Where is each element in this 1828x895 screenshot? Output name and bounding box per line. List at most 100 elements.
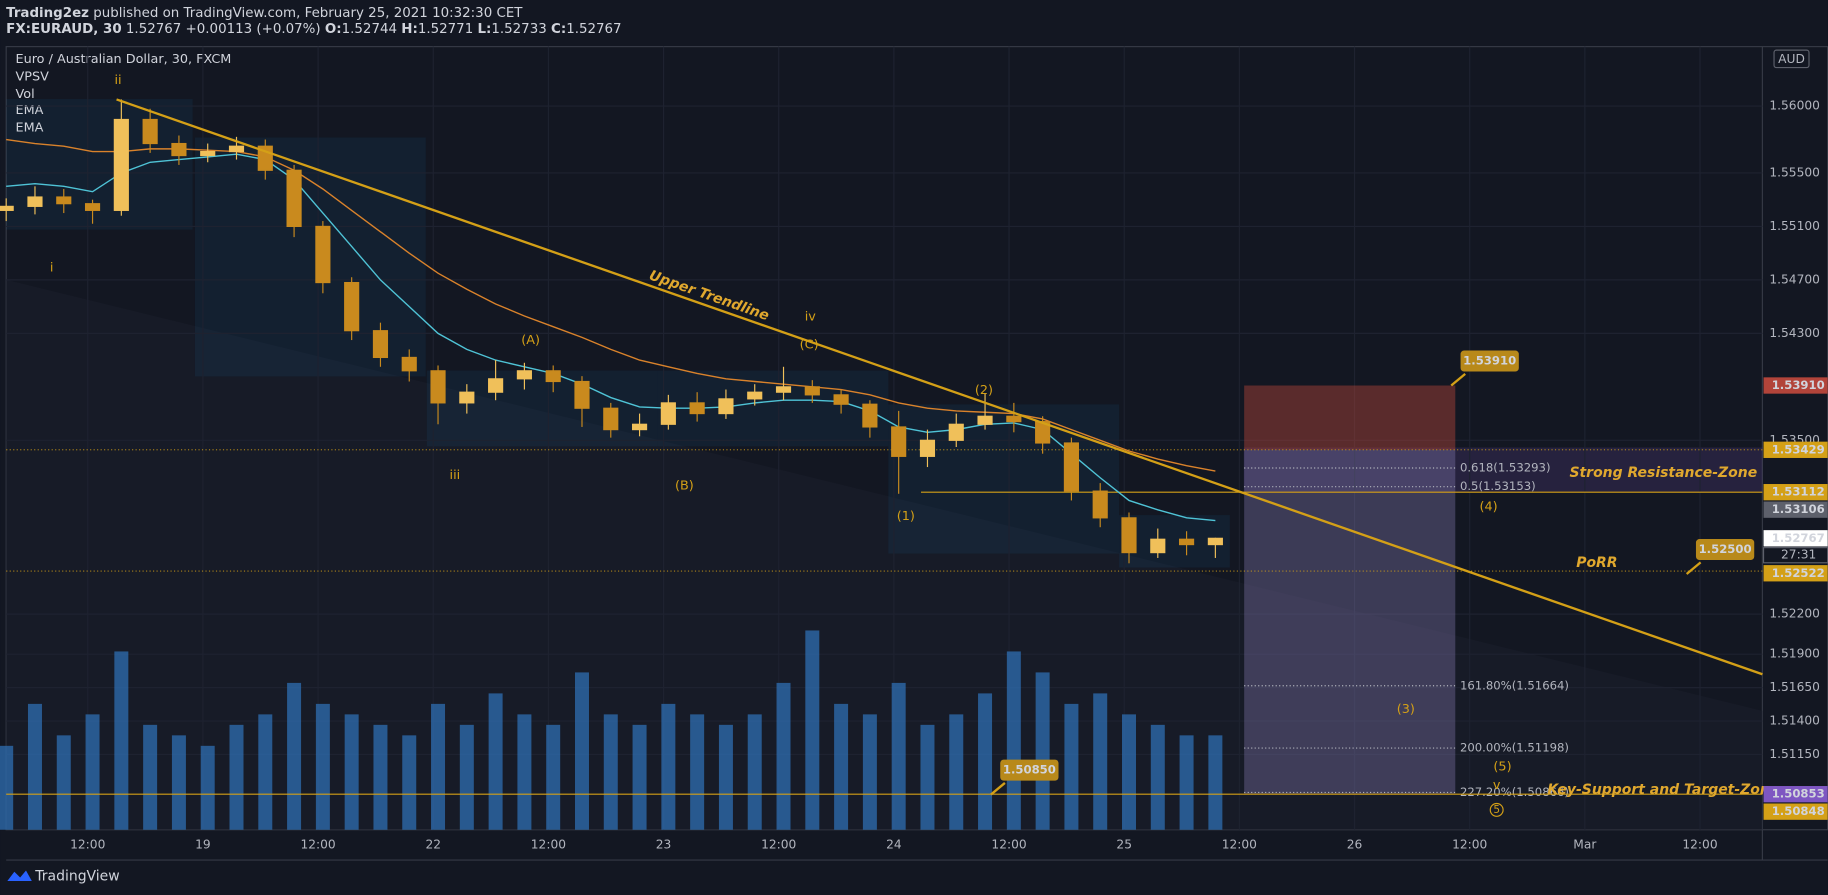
x-tick-label: 12:00 bbox=[531, 837, 566, 851]
candle-body bbox=[1121, 517, 1137, 554]
logo-icon bbox=[7, 870, 32, 882]
ohlc-key: O: bbox=[325, 22, 342, 37]
price-label-box bbox=[1763, 530, 1828, 547]
brand: TradingView bbox=[34, 868, 119, 884]
volume-bar bbox=[1208, 735, 1223, 830]
price-label-box bbox=[1763, 501, 1828, 518]
x-tick-label: 12:00 bbox=[1452, 837, 1487, 851]
y-tick-label: 1.51400 bbox=[1769, 714, 1820, 728]
x-tick-label: 24 bbox=[886, 837, 902, 851]
callout-tail bbox=[990, 782, 1006, 796]
price-label-box bbox=[1763, 441, 1828, 458]
candle-body bbox=[891, 426, 907, 457]
volume-bar bbox=[891, 682, 906, 830]
wave-label: (3) bbox=[1397, 702, 1415, 717]
wave-label: 5 bbox=[1493, 804, 1500, 816]
volume-bar bbox=[574, 672, 589, 830]
volume-bar bbox=[1093, 693, 1108, 830]
wave-label: i bbox=[50, 261, 54, 276]
candle-body bbox=[372, 330, 389, 359]
wave-label: (4) bbox=[1479, 499, 1497, 514]
callout-tail bbox=[1450, 372, 1466, 387]
price-label: 1.53112 bbox=[1772, 485, 1825, 499]
volume-bar bbox=[1122, 714, 1136, 830]
channel-shade bbox=[6, 279, 1763, 830]
zone-label: PoRR bbox=[1576, 555, 1617, 571]
ohlc-value: 1.52733 bbox=[491, 22, 546, 37]
wave-label: iv bbox=[805, 309, 817, 324]
candle-body bbox=[286, 169, 302, 228]
volume-bar bbox=[920, 724, 935, 830]
wave-label: (5) bbox=[1493, 759, 1511, 774]
volume-bar bbox=[344, 714, 359, 830]
legend-item: EMA bbox=[16, 103, 44, 118]
candle-body bbox=[228, 145, 245, 153]
candle-body bbox=[1179, 538, 1195, 546]
candle-body bbox=[488, 378, 504, 393]
volume-bar bbox=[805, 630, 820, 830]
wave-label: iii bbox=[450, 468, 461, 483]
fib-label: 227.20%(1.50866) bbox=[1460, 785, 1569, 799]
volume-bar bbox=[690, 714, 705, 830]
candle-body bbox=[56, 196, 72, 205]
quote-line: FX:EURAUD, 30 1.52767 +0.00113 (+0.07%) … bbox=[6, 22, 621, 37]
price-label: 1.53106 bbox=[1772, 502, 1825, 516]
x-tick-label: 19 bbox=[195, 837, 211, 851]
candle-body bbox=[171, 142, 187, 157]
session-box bbox=[426, 370, 658, 447]
candle-body bbox=[1006, 415, 1022, 423]
y-tick-label: 1.54300 bbox=[1769, 326, 1820, 340]
logo: TradingView bbox=[7, 868, 120, 884]
candle-body bbox=[545, 370, 561, 383]
callout-label: 1.50850 bbox=[1003, 763, 1056, 777]
price-label: 1.52522 bbox=[1772, 566, 1825, 580]
y-tick-label: 1.54700 bbox=[1769, 272, 1820, 286]
volume-bar bbox=[56, 735, 71, 830]
volume-bar bbox=[287, 682, 302, 830]
candle-body bbox=[804, 386, 820, 396]
x-tick-label: 12:00 bbox=[70, 837, 105, 851]
ohlc-key: H: bbox=[401, 22, 418, 37]
ohlc-value: 1.52767 bbox=[566, 22, 621, 37]
x-tick-label: 12:00 bbox=[300, 837, 335, 851]
zone-label: Key-Support and Target-Zone bbox=[1547, 782, 1779, 798]
candle-body bbox=[775, 386, 792, 393]
candle-body bbox=[113, 118, 129, 211]
volume-bar bbox=[517, 714, 532, 830]
wave-label: (1) bbox=[897, 509, 915, 524]
volume-bar bbox=[747, 714, 762, 830]
callout-tail bbox=[1685, 561, 1702, 575]
volume-bar bbox=[1179, 735, 1194, 830]
candle-body bbox=[27, 196, 43, 207]
legend: Euro / Australian Dollar, 30, FXCM VPSV … bbox=[16, 52, 232, 136]
candle-body bbox=[516, 370, 532, 380]
author: Trading2ez bbox=[6, 6, 89, 21]
volume-bar bbox=[0, 745, 14, 830]
volume-bar bbox=[1035, 672, 1050, 830]
volume-bar bbox=[1006, 651, 1021, 830]
volume-bar bbox=[171, 735, 186, 830]
currency-box bbox=[1773, 49, 1810, 69]
candle-body bbox=[1063, 442, 1079, 492]
candle-body bbox=[718, 398, 734, 415]
candle-body bbox=[1035, 421, 1051, 444]
volume-bar bbox=[862, 714, 877, 830]
y-tick-label: 1.52200 bbox=[1769, 607, 1820, 621]
x-tick-label: 22 bbox=[425, 837, 441, 851]
candle-body bbox=[747, 391, 763, 400]
volume-bar bbox=[1150, 724, 1165, 830]
candle-body bbox=[833, 394, 849, 405]
candle-body bbox=[401, 356, 417, 372]
volume-bar bbox=[488, 693, 503, 830]
y-tick-label: 1.55500 bbox=[1769, 165, 1820, 179]
wave-label: (B) bbox=[675, 478, 694, 493]
price-label-box bbox=[1763, 565, 1828, 582]
candle-body bbox=[862, 403, 878, 428]
wave-circle bbox=[1489, 802, 1504, 817]
callout-box bbox=[1695, 539, 1755, 561]
volume-bar bbox=[431, 703, 446, 830]
volume-bar bbox=[373, 724, 388, 830]
candle-body bbox=[919, 439, 936, 457]
candle-body bbox=[660, 402, 676, 425]
